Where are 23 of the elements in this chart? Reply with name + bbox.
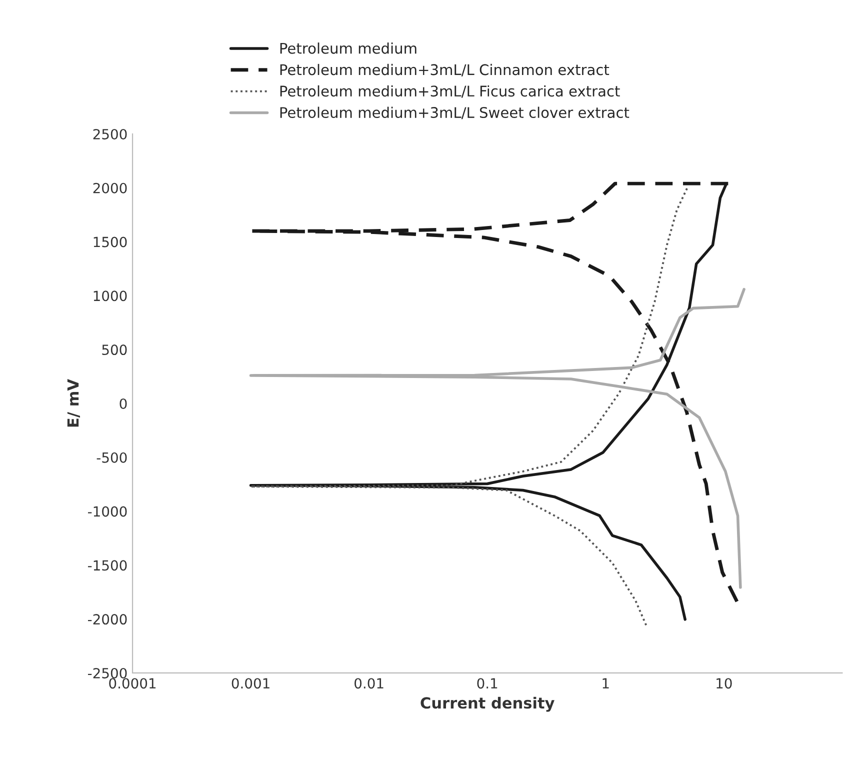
y-tick-label: 2000: [93, 182, 127, 194]
x-tick-label: 1: [602, 678, 609, 688]
x-tick-label: 0.1: [477, 678, 498, 689]
legend-label: Petroleum medium+3mL/L Sweet clover extract: [280, 106, 630, 120]
y-tick-label: -1000: [88, 506, 127, 517]
legend-label: Petroleum medium+3mL/L Cinnamon extract: [280, 64, 610, 76]
x-tick-label: 10: [716, 678, 732, 689]
y-tick-label: 1500: [94, 236, 127, 248]
y-tick-label: 1000: [94, 290, 127, 302]
y-tick-label: 500: [102, 344, 127, 356]
y-tick-label: -1500: [88, 560, 127, 571]
legend-label: Petroleum medium+3mL/L Ficus carica extract: [280, 85, 620, 98]
y-axis-title: E/ mV: [67, 379, 80, 427]
x-axis-title: Current density: [420, 696, 554, 712]
y-tick-label: 2500: [93, 128, 127, 140]
x-tick-label: 0.01: [354, 678, 384, 689]
legend-label: Petroleum medium: [280, 42, 416, 54]
x-tick-label: 0.0001: [109, 678, 156, 689]
y-tick-label: -500: [96, 452, 127, 463]
y-tick-label: 0: [120, 398, 127, 409]
x-tick-label: 0.001: [232, 678, 270, 689]
y-tick-label: -2500: [88, 668, 127, 678]
y-tick-label: -2000: [88, 614, 127, 625]
